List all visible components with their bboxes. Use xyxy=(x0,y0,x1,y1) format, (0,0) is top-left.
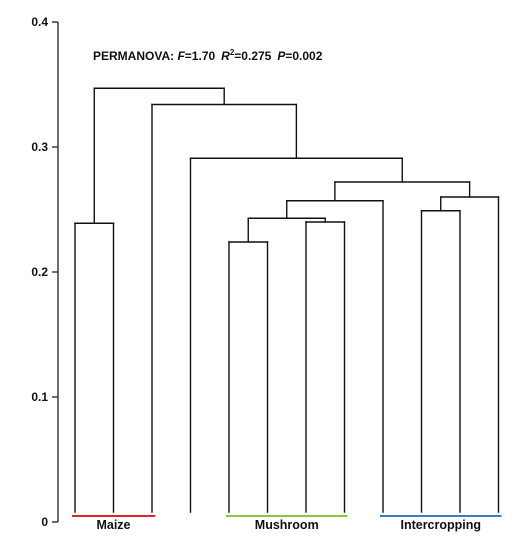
permanova-annotation: PERMANOVA: F=1.70 R2=0.275 P=0.002 xyxy=(93,48,323,63)
r-superscript: 2 xyxy=(230,48,235,57)
y-tick-label: 0.3 xyxy=(31,140,48,154)
r-symbol: R xyxy=(221,49,230,63)
group-bars: Maize Mushroom Intercropping xyxy=(72,515,502,532)
y-tick-label: 0 xyxy=(41,515,48,529)
group-label-intercropping: Intercropping xyxy=(400,518,481,532)
f-symbol: F xyxy=(177,49,185,63)
p-symbol: P xyxy=(277,49,286,63)
dendrogram-branches xyxy=(74,87,500,513)
r-value: =0.275 xyxy=(234,49,271,63)
f-value: =1.70 xyxy=(185,49,216,63)
p-value: =0.002 xyxy=(285,49,322,63)
y-tick-label: 0.4 xyxy=(31,15,48,29)
permanova-prefix: PERMANOVA: xyxy=(93,49,177,63)
group-label-mushroom: Mushroom xyxy=(255,518,319,532)
y-tick-label: 0.1 xyxy=(31,390,48,404)
y-tick-label: 0.2 xyxy=(31,265,48,279)
y-axis: 0 0.1 0.2 0.3 0.4 xyxy=(31,15,59,529)
group-label-maize: Maize xyxy=(96,518,130,532)
